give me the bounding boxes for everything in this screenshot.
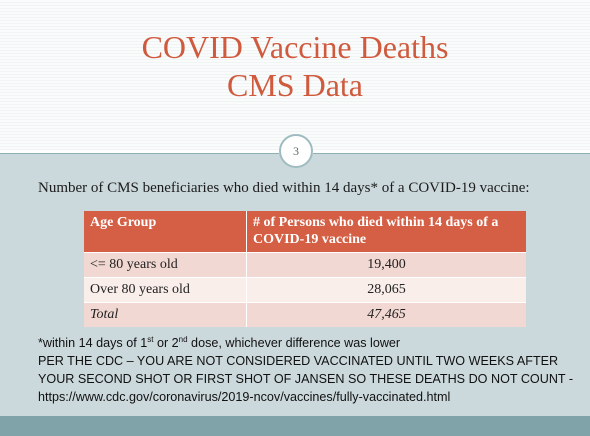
footnote-text-3: dose, whichever difference was lower bbox=[187, 336, 401, 351]
cdc-note-line-2: YOUR SECOND SHOT OR FIRST SHOT OF JANSEN… bbox=[38, 372, 574, 387]
footer-bar bbox=[0, 416, 590, 436]
table-total-row: Total 47,465 bbox=[84, 302, 526, 327]
total-label-cell: Total bbox=[84, 302, 247, 327]
divider-line-left bbox=[0, 153, 279, 154]
header-persons-died: # of Persons who died within 14 days of … bbox=[246, 211, 526, 253]
footnote-text-1: *within 14 days of 1 bbox=[38, 336, 148, 351]
count-cell: 19,400 bbox=[246, 252, 526, 278]
slide-number: 3 bbox=[293, 144, 299, 158]
title-line-2: CMS Data bbox=[227, 67, 363, 103]
title-line-1: COVID Vaccine Deaths bbox=[141, 29, 449, 65]
total-count-cell: 47,465 bbox=[246, 302, 526, 327]
footnote: *within 14 days of 1st or 2nd dose, whic… bbox=[38, 331, 573, 352]
deaths-table: Age Group # of Persons who died within 1… bbox=[84, 211, 526, 327]
count-cell: 28,065 bbox=[246, 277, 526, 303]
cdc-note-line-1: PER THE CDC – YOU ARE NOT CONSIDERED VAC… bbox=[38, 354, 559, 369]
footnote-sup-1: st bbox=[147, 335, 154, 344]
header-age-group: Age Group bbox=[84, 211, 247, 253]
footnote-text-2: or 2 bbox=[153, 336, 179, 351]
notes-block: *within 14 days of 1st or 2nd dose, whic… bbox=[38, 331, 573, 406]
table-caption: Number of CMS beneficiaries who died wit… bbox=[38, 180, 530, 196]
slide-number-badge: 3 bbox=[279, 134, 313, 168]
divider-line-right bbox=[313, 153, 590, 154]
table-header-row: Age Group # of Persons who died within 1… bbox=[84, 211, 526, 253]
age-group-cell: <= 80 years old bbox=[84, 252, 247, 278]
table-row: <= 80 years old 19,400 bbox=[84, 252, 526, 278]
age-group-cell: Over 80 years old bbox=[84, 277, 247, 303]
footnote-sup-2: nd bbox=[178, 335, 188, 344]
slide-title: COVID Vaccine Deaths CMS Data bbox=[0, 28, 590, 104]
title-area bbox=[0, 0, 590, 150]
table-row: Over 80 years old 28,065 bbox=[84, 277, 526, 303]
cdc-link: https://www.cdc.gov/coronavirus/2019-nco… bbox=[38, 390, 451, 405]
